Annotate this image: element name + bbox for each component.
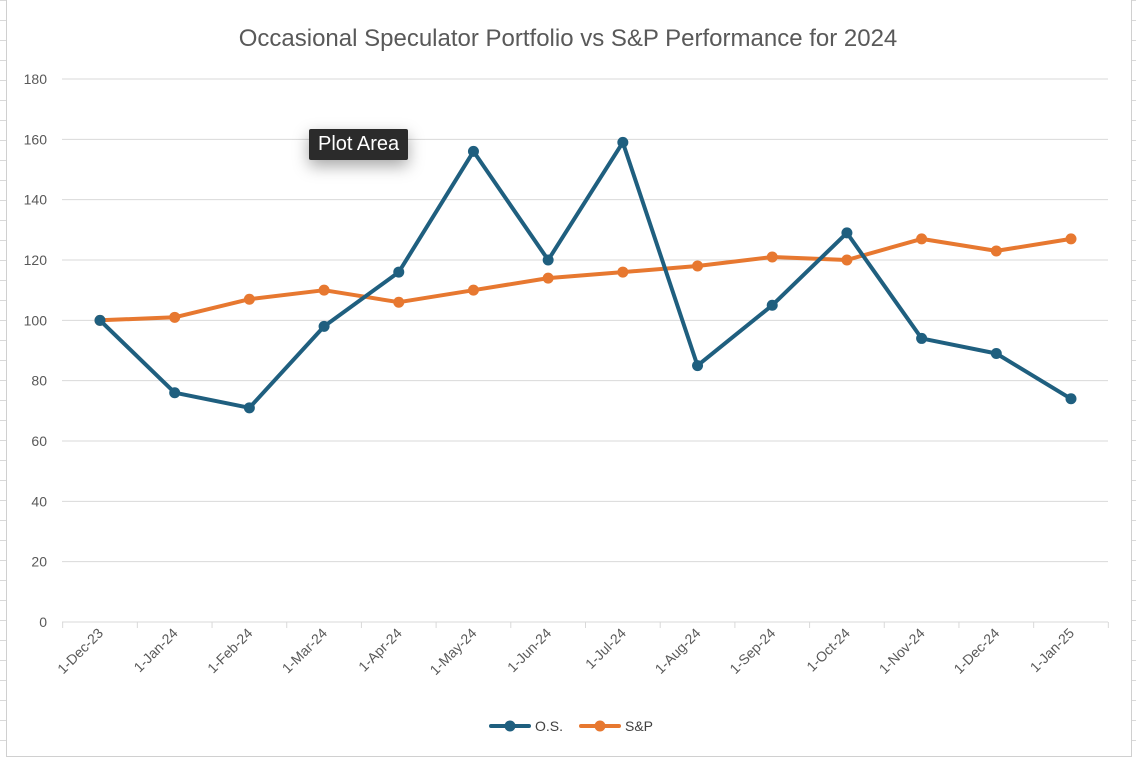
data-point [94,314,106,326]
x-tick-label: 1-Dec-24 [950,625,1002,677]
x-tick-label: 1-Jan-25 [1027,625,1078,676]
data-point [243,293,255,305]
y-tick-label: 0 [39,614,47,630]
data-point [766,299,778,311]
y-tick-label: 80 [31,373,47,389]
chart-title: Occasional Speculator Portfolio vs S&P P… [239,25,898,52]
legend-marker [504,720,516,732]
y-tick-label: 160 [24,131,48,147]
x-tick-label: 1-Sep-24 [726,625,778,677]
legend-label: O.S. [535,718,563,734]
data-point [243,402,255,414]
y-tick-label: 140 [24,192,48,208]
x-tick-label: 1-Jul-24 [582,625,629,672]
data-point [692,360,704,372]
x-tick-label: 1-Mar-24 [279,625,331,677]
data-point [617,266,629,278]
data-point [318,320,330,332]
data-point [467,284,479,296]
y-tick-label: 20 [31,554,47,570]
series-line [98,140,1073,410]
legend-marker [594,720,606,732]
x-tick-label: 1-Oct-24 [803,625,853,675]
plot-area-tooltip: Plot Area [309,129,409,160]
y-tick-label: 40 [31,493,47,509]
data-point [542,272,554,284]
data-point [1065,233,1077,245]
data-point [169,387,181,399]
data-point [318,284,330,296]
x-tick-label: 1-Jun-24 [504,625,555,676]
data-point [990,245,1002,257]
y-tick-label: 100 [24,312,48,328]
data-point [990,348,1002,360]
data-point [393,296,405,308]
x-tick-label: 1-Feb-24 [204,625,256,677]
data-point [916,332,928,344]
x-tick-label: 1-Apr-24 [355,625,405,675]
y-tick-label: 120 [24,252,48,268]
data-point [467,145,479,157]
data-point [841,227,853,239]
data-point [169,311,181,323]
data-point [1065,393,1077,405]
data-point [542,254,554,266]
series-line [98,236,1073,323]
data-point [393,266,405,278]
y-tick-label: 60 [31,433,47,449]
data-point [766,251,778,263]
x-tick-label: 1-May-24 [426,625,479,678]
data-point [692,260,704,272]
x-tick-label: 1-Jan-24 [130,625,181,676]
data-point [916,233,928,245]
legend-label: S&P [625,718,653,734]
x-tick-label: 1-Nov-24 [876,625,928,677]
chart-area[interactable] [6,0,1132,757]
y-tick-label: 180 [24,71,48,87]
data-point [617,136,629,148]
data-point [841,254,853,266]
x-tick-label: 1-Aug-24 [652,625,704,677]
x-tick-label: 1-Dec-23 [54,625,106,677]
